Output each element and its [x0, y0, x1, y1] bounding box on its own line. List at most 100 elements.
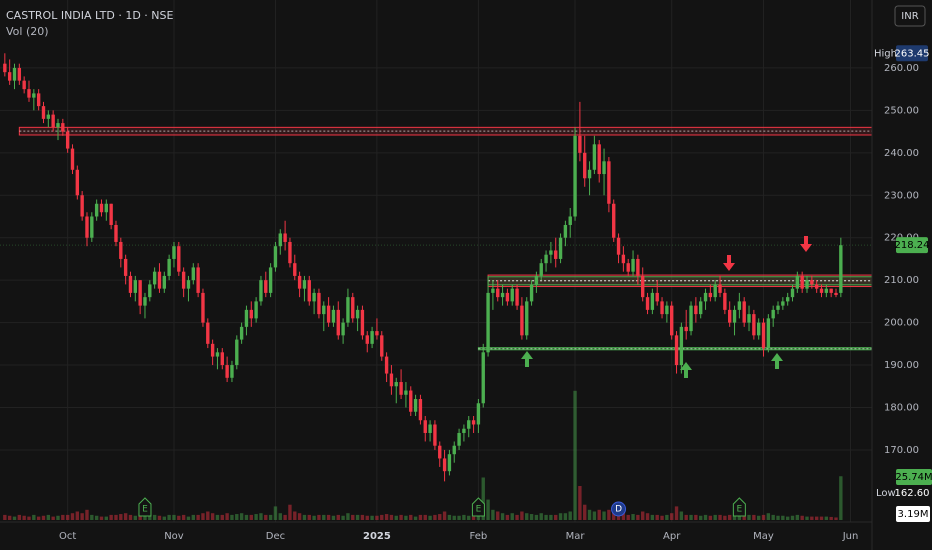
x-tick-label: Mar	[566, 531, 586, 542]
sell-arrow	[800, 236, 812, 252]
volume-bar	[22, 515, 26, 520]
last-price: 218.24	[895, 240, 930, 251]
volume-bar	[824, 516, 829, 520]
candle-body	[148, 284, 152, 298]
candle-body	[288, 241, 292, 264]
candle-body	[302, 280, 307, 289]
candle-body	[467, 420, 471, 429]
volume-bar	[341, 515, 345, 520]
candle-body	[80, 195, 84, 217]
candle-body	[805, 280, 809, 289]
candle-body	[404, 390, 408, 395]
volume-bar	[186, 516, 191, 520]
candle-body	[670, 305, 674, 336]
candle-body	[133, 280, 137, 293]
sell-arrow	[723, 255, 735, 271]
candle-body	[438, 445, 442, 459]
volume-bar	[27, 516, 31, 520]
candle-body	[781, 301, 785, 306]
volume-bar	[177, 515, 181, 520]
volume-bar	[423, 514, 427, 520]
volume-bar	[326, 514, 331, 520]
volume-bar	[732, 515, 737, 520]
volume-bar	[529, 514, 534, 520]
candle-layer	[3, 53, 843, 482]
event-marker	[611, 501, 627, 517]
volume-bar	[210, 513, 215, 520]
candle-body	[61, 123, 65, 132]
candle-body	[592, 144, 597, 170]
candle-body	[215, 352, 220, 357]
volume-bar	[471, 516, 476, 520]
candle-body	[201, 292, 205, 323]
high-name: High	[874, 48, 897, 59]
candle-body	[210, 343, 215, 357]
volume-bar	[351, 514, 355, 520]
volume-bar	[660, 515, 664, 520]
candle-body	[351, 297, 355, 319]
currency[interactable]: INR	[901, 11, 918, 22]
volume-bar	[297, 513, 302, 520]
candle-body	[481, 352, 485, 404]
last-price-box	[896, 237, 928, 254]
candle-body	[684, 326, 688, 332]
candle-body	[413, 399, 418, 412]
volume-bar	[239, 513, 244, 520]
candle-body	[307, 280, 311, 302]
candle-body	[317, 292, 321, 315]
volume-bar	[723, 515, 727, 520]
volume-bar	[56, 515, 60, 520]
volume-bar	[539, 513, 543, 520]
volume-bar	[191, 514, 195, 520]
volume-bar	[119, 514, 123, 520]
candle-body	[713, 284, 717, 298]
candle-body	[346, 297, 350, 323]
candle-body	[433, 424, 437, 446]
candle-body	[85, 216, 89, 238]
volume-bar	[172, 514, 176, 520]
candle-body	[12, 67, 17, 81]
volume-bar	[307, 514, 311, 520]
candle-body	[573, 135, 577, 217]
volume-bar	[756, 515, 761, 520]
candle-body	[32, 93, 36, 98]
currency-button[interactable]	[894, 5, 926, 27]
volume-bar	[805, 516, 809, 520]
candle-body	[206, 322, 210, 344]
candle-body	[790, 288, 795, 298]
candle-body	[230, 365, 234, 378]
candle-body	[409, 390, 413, 412]
volume-bar	[128, 514, 133, 520]
candle-body	[834, 292, 838, 296]
y-tick-label: 190.00	[884, 360, 919, 371]
candle-body	[771, 309, 775, 319]
volume-bar	[346, 513, 350, 520]
volume-bar	[215, 514, 220, 520]
buy-arrow	[521, 351, 533, 367]
volume-bar	[665, 514, 669, 520]
volume-bar	[839, 476, 843, 520]
candle-body	[728, 309, 732, 323]
volume-bar	[273, 506, 278, 520]
volume-bar	[278, 513, 282, 520]
candle-body	[181, 271, 186, 289]
y-tick-label: 250.00	[884, 105, 919, 116]
candle-body	[457, 432, 461, 446]
volume-bar	[612, 511, 616, 520]
candle-body	[273, 246, 278, 268]
volume-bar	[230, 514, 234, 520]
volume-bar	[399, 514, 403, 520]
volume-bar	[689, 514, 693, 520]
event-label: D	[615, 505, 622, 515]
candle-body	[776, 305, 780, 310]
volume-bar	[583, 504, 587, 520]
volume-bar	[515, 514, 519, 520]
candle-body	[70, 148, 75, 170]
candle-body	[375, 331, 379, 336]
volume-bar	[384, 514, 389, 520]
volume-bar	[781, 515, 785, 520]
candle-body	[365, 335, 369, 344]
y-tick-label: 260.00	[884, 63, 919, 74]
candle-body	[384, 356, 389, 374]
candle-body	[278, 233, 282, 247]
